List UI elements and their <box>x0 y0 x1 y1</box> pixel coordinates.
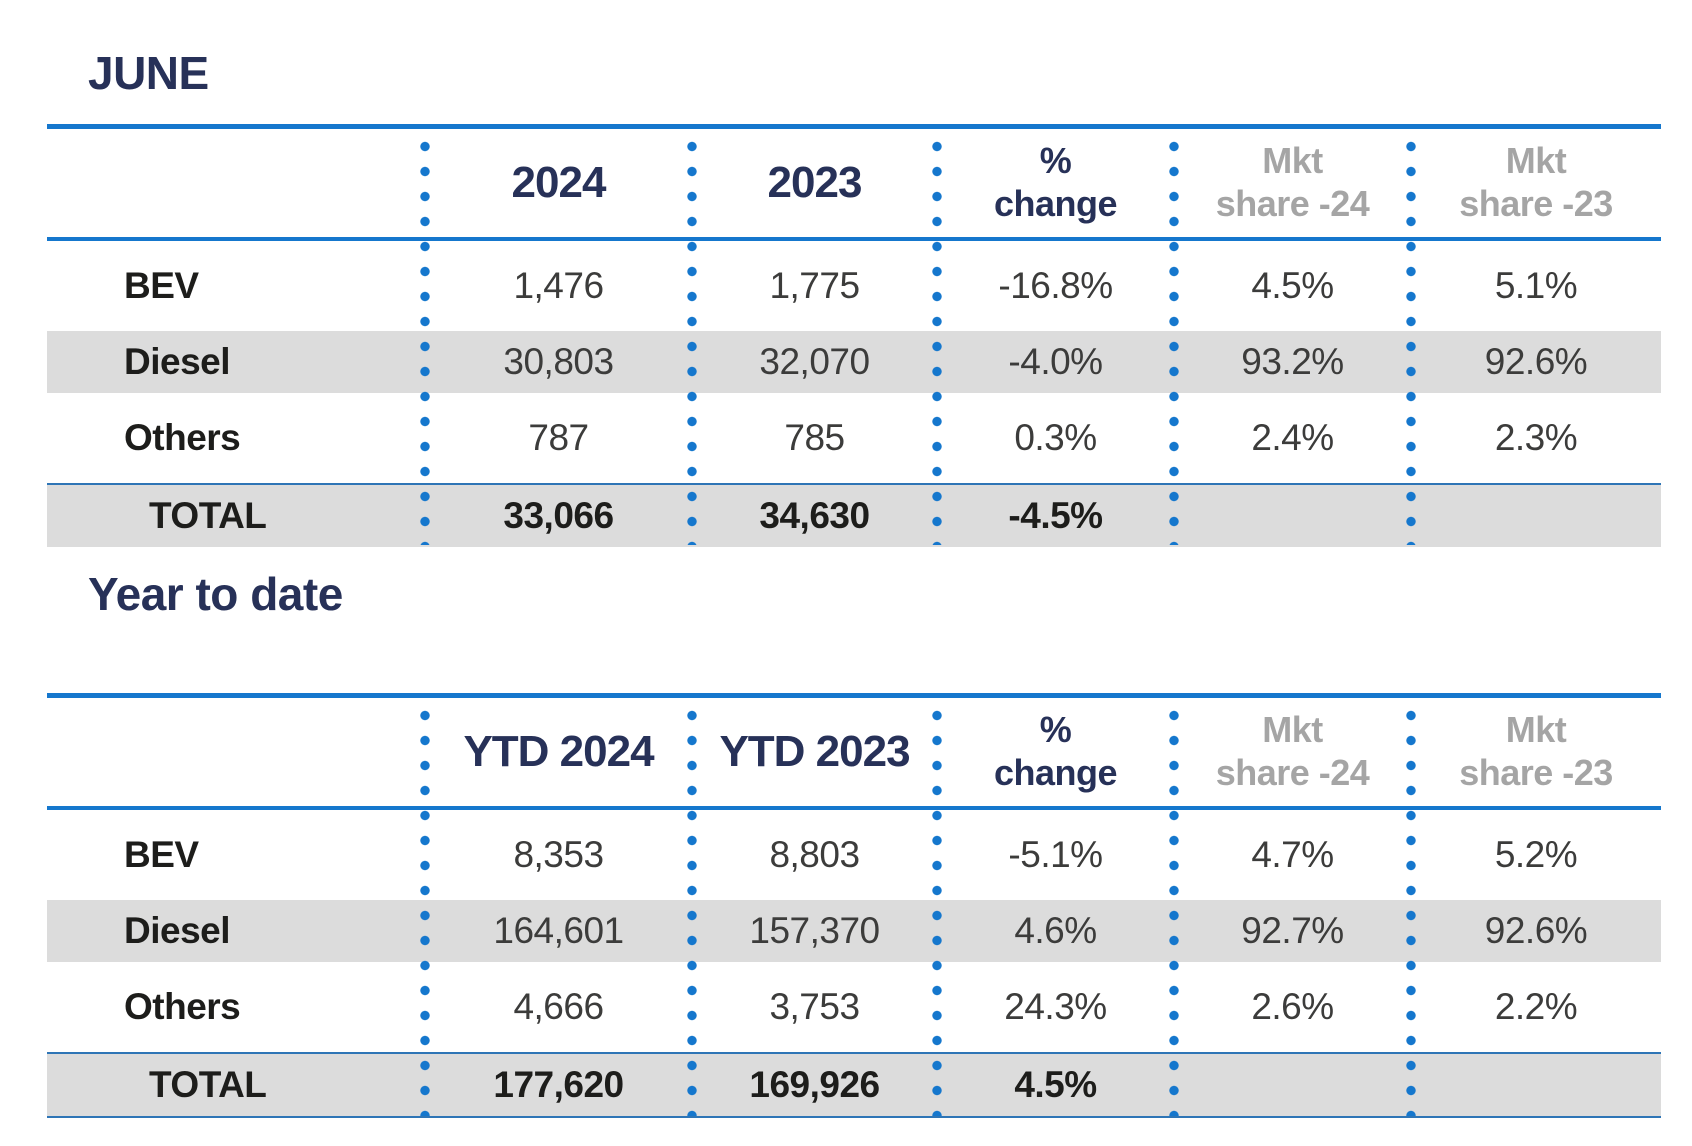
cell-mkt-share-23: 92.6% <box>1484 341 1588 382</box>
table-top-border <box>47 124 1661 129</box>
header-pct-change-line1: % <box>1039 140 1072 182</box>
table-top-border <box>47 693 1661 698</box>
table-header-row: 2024 2023 % change Mkt share -24 Mkt sha… <box>47 129 1661 237</box>
table-row-others: Others 4,666 3,753 24.3% 2.6% 2.2% <box>47 976 1661 1038</box>
cell-2023: 1,775 <box>769 265 860 306</box>
header-mkt-share-24-line2: share -24 <box>1215 183 1370 224</box>
row-gap <box>47 810 1661 824</box>
cell-2024: 30,803 <box>503 341 614 382</box>
header-mkt-share-23-line1: Mkt <box>1505 709 1567 751</box>
row-label: Others <box>124 417 241 458</box>
cell-mkt-share-24: 4.7% <box>1251 834 1334 875</box>
cell-ytd-2024: 8,353 <box>513 834 604 875</box>
row-gap <box>47 241 1661 255</box>
row-label: Diesel <box>124 910 231 951</box>
header-mkt-share-24-line2: share -24 <box>1215 752 1370 793</box>
total-top-border <box>47 1052 1661 1054</box>
cell-mkt-share-23: 92.6% <box>1484 910 1588 951</box>
cell-pct-change: -4.0% <box>1008 341 1103 382</box>
cell-ytd-2023: 3,753 <box>769 986 860 1027</box>
row-gap <box>47 962 1661 976</box>
header-ytd-2023: YTD 2023 <box>719 727 910 776</box>
cell-ytd-2023: 157,370 <box>749 910 880 951</box>
header-2024: 2024 <box>511 158 607 207</box>
table-row-total: TOTAL 33,066 34,630 -4.5% <box>47 485 1661 547</box>
header-mkt-share-23-line1: Mkt <box>1505 140 1567 182</box>
cell-pct-change: 4.6% <box>1014 910 1097 951</box>
header-mkt-share-24: Mkt share -24 <box>1174 140 1411 224</box>
header-pct-change: % change <box>937 709 1174 793</box>
total-top-border <box>47 483 1661 485</box>
header-mkt-share-23: Mkt share -23 <box>1411 709 1661 793</box>
cell-mkt-share-23: 2.2% <box>1494 986 1578 1027</box>
cell-mkt-share-24: 4.5% <box>1251 265 1334 306</box>
cell-ytd-2024: 164,601 <box>493 910 624 951</box>
ytd-table-section: Year to date YTD 2024 YTD 2023 % change … <box>0 567 1692 1118</box>
cell-mkt-share-24: 92.7% <box>1241 910 1344 951</box>
cell-2024: 1,476 <box>513 265 604 306</box>
header-pct-change: % change <box>937 140 1174 224</box>
cell-pct-change: -16.8% <box>998 265 1113 306</box>
header-mkt-share-23: Mkt share -23 <box>1411 140 1661 224</box>
cell-2024: 33,066 <box>503 495 614 536</box>
cell-ytd-2023: 8,803 <box>769 834 860 875</box>
row-gap <box>47 317 1661 331</box>
june-table-section: JUNE 2024 2023 % change Mkt share -24 Mk… <box>0 46 1692 547</box>
header-mkt-share-23-line2: share -23 <box>1459 183 1613 224</box>
row-gap <box>47 1038 1661 1052</box>
cell-2023: 34,630 <box>759 495 870 536</box>
cell-pct-change: 24.3% <box>1004 986 1107 1027</box>
cell-ytd-2024: 177,620 <box>493 1064 624 1105</box>
row-gap <box>47 886 1661 900</box>
header-pct-change-line2: change <box>993 752 1118 793</box>
cell-mkt-share-23: 5.1% <box>1494 265 1578 306</box>
header-mkt-share-24-line1: Mkt <box>1262 140 1323 182</box>
row-label: TOTAL <box>149 1064 267 1105</box>
cell-pct-change: 4.5% <box>1014 1064 1097 1105</box>
table-bottom-border <box>47 1116 1661 1118</box>
table-row-diesel: Diesel 164,601 157,370 4.6% 92.7% 92.6% <box>47 900 1661 962</box>
row-gap <box>47 469 1661 483</box>
cell-pct-change: -4.5% <box>1008 495 1103 536</box>
header-ytd-2024: YTD 2024 <box>463 727 654 776</box>
table-title-ytd: Year to date <box>88 568 343 620</box>
header-pct-change-line1: % <box>1039 709 1072 751</box>
cell-pct-change: -5.1% <box>1008 834 1103 875</box>
cell-mkt-share-23: 5.2% <box>1494 834 1578 875</box>
header-mkt-share-24-line1: Mkt <box>1262 709 1323 751</box>
cell-mkt-share-24: 2.6% <box>1251 986 1334 1027</box>
table-row-diesel: Diesel 30,803 32,070 -4.0% 93.2% 92.6% <box>47 331 1661 393</box>
ytd-table: YTD 2024 YTD 2023 % change Mkt share -24… <box>47 693 1661 1118</box>
june-table: 2024 2023 % change Mkt share -24 Mkt sha… <box>47 124 1661 547</box>
cell-ytd-2023: 169,926 <box>749 1064 880 1105</box>
row-label: BEV <box>124 834 199 875</box>
cell-ytd-2024: 4,666 <box>513 986 604 1027</box>
header-mkt-share-23-line2: share -23 <box>1459 752 1613 793</box>
header-mkt-share-24: Mkt share -24 <box>1174 709 1411 793</box>
cell-mkt-share-23: 2.3% <box>1494 417 1578 458</box>
row-gap <box>47 393 1661 407</box>
cell-2023: 785 <box>784 417 845 458</box>
header-pct-change-line2: change <box>993 183 1118 224</box>
cell-2024: 787 <box>528 417 589 458</box>
table-row-bev: BEV 8,353 8,803 -5.1% 4.7% 5.2% <box>47 824 1661 886</box>
row-label: Others <box>124 986 241 1027</box>
table-row-others: Others 787 785 0.3% 2.4% 2.3% <box>47 407 1661 469</box>
cell-mkt-share-24: 93.2% <box>1241 341 1344 382</box>
table-row-bev: BEV 1,476 1,775 -16.8% 4.5% 5.1% <box>47 255 1661 317</box>
table-row-total: TOTAL 177,620 169,926 4.5% <box>47 1054 1661 1116</box>
header-bottom-border <box>47 806 1661 810</box>
cell-2023: 32,070 <box>759 341 870 382</box>
header-bottom-border <box>47 237 1661 241</box>
table-title-june: JUNE <box>88 47 209 99</box>
row-label: Diesel <box>124 341 231 382</box>
header-2023: 2023 <box>767 158 863 207</box>
cell-mkt-share-24: 2.4% <box>1251 417 1334 458</box>
row-label: BEV <box>124 265 199 306</box>
table-header-row: YTD 2024 YTD 2023 % change Mkt share -24… <box>47 698 1661 806</box>
row-label: TOTAL <box>149 495 267 536</box>
cell-pct-change: 0.3% <box>1014 417 1097 458</box>
